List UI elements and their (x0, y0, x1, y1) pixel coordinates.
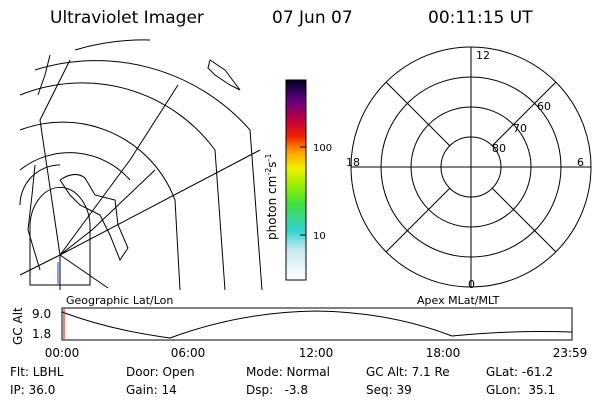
date: 07 Jun 07 (272, 8, 353, 28)
colorbar (285, 79, 307, 281)
mlt-label: 6 (577, 156, 584, 169)
colorbar-label: photon cm-2s-1 (264, 153, 279, 240)
footer-field: Flt: LBHL (10, 365, 64, 379)
mlat-label: 80 (492, 142, 506, 155)
mlt-label: 0 (468, 278, 475, 291)
x-tick-label: 18:00 (426, 346, 461, 360)
mlt-label: 18 (346, 156, 360, 169)
altitude-curve (61, 310, 573, 339)
footer-field: Door: Open (126, 365, 195, 379)
strip-label: Geographic Lat/Lon (66, 294, 173, 307)
footer-field: GLat: -61.2 (486, 365, 553, 379)
mlat-label: 70 (513, 122, 527, 135)
map (19, 39, 263, 291)
y-tick-label: 1.8 (32, 327, 51, 341)
colorbar-tick: 10 (313, 231, 326, 242)
x-tick-label: 06:00 (171, 346, 206, 360)
x-tick-label: 00:00 (45, 346, 80, 360)
polar-plot (350, 46, 592, 288)
footer-field: Seq: 39 (366, 383, 412, 397)
mlt-label: 12 (476, 49, 490, 62)
mlat-label: 60 (537, 100, 551, 113)
footer-field: Mode: Normal (246, 365, 330, 379)
axis-label: GC Alt (11, 307, 25, 345)
y-tick-label: 9.0 (32, 307, 51, 321)
x-tick-label: 12:00 (299, 346, 334, 360)
time: 00:11:15 UT (428, 8, 533, 28)
footer-field: IP: 36.0 (10, 383, 55, 397)
footer: Flt: LBHL Door: Open Mode: Normal GC Alt: 7… (10, 365, 555, 397)
footer-field: Gain: 14 (126, 383, 177, 397)
footer-field: GC Alt: 7.1 Re (366, 365, 450, 379)
strip-label: Apex MLat/MLT (417, 294, 500, 307)
strip-frame (61, 307, 573, 341)
x-tick-label: 23:59 (553, 346, 588, 360)
title: Ultraviolet Imager (50, 8, 204, 28)
footer-field: GLon: 35.1 (486, 383, 555, 397)
colorbar-tick: 100 (313, 143, 332, 154)
footer-field: Dsp: -3.8 (246, 383, 308, 397)
